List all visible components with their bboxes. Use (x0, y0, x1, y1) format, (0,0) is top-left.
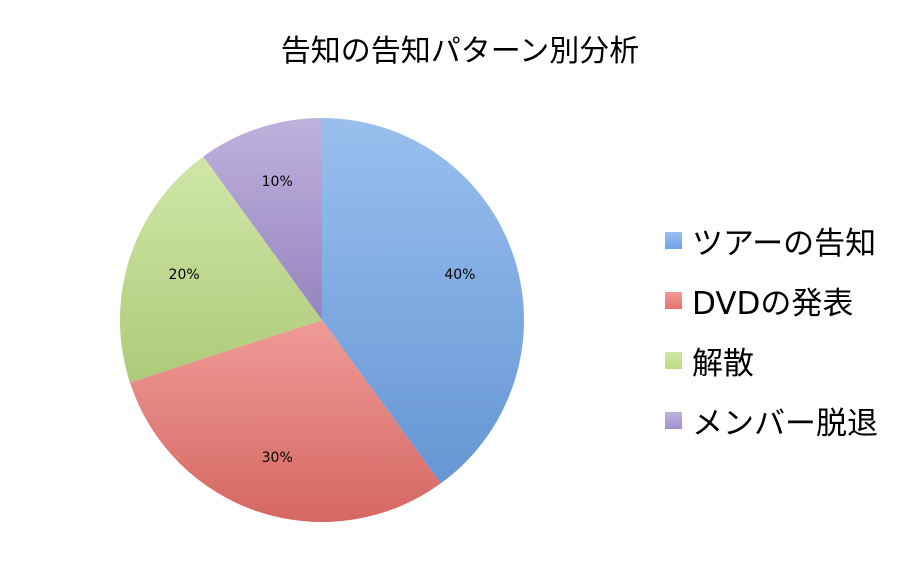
legend-item: メンバー脱退 (665, 390, 878, 450)
slice-label-3: 20% (169, 267, 200, 283)
legend-label: DVDの発表 (692, 285, 854, 322)
legend-swatch (665, 291, 682, 309)
legend-label: ツアーの告知 (692, 225, 877, 262)
pie-slice-4 (203, 118, 322, 320)
slice-label-2: 30% (262, 450, 293, 466)
legend-swatch (665, 231, 682, 249)
legend: ツアーの告知 DVDの発表 解散メンバー脱退 (665, 210, 878, 450)
legend-item: ツアーの告知 (665, 210, 878, 270)
legend-label: 解散 (692, 345, 754, 382)
legend-swatch (665, 411, 682, 429)
slice-label-4: 10% (262, 174, 293, 190)
legend-item: DVDの発表 (665, 270, 878, 330)
slice-label-1: 40% (444, 267, 475, 283)
pie-slice-2 (129, 320, 441, 522)
legend-label: メンバー脱退 (692, 405, 878, 442)
legend-item: 解散 (665, 330, 878, 390)
legend-swatch (665, 351, 682, 369)
pie-slice-1 (322, 118, 524, 484)
chart-title: 告知の告知パターン別分析 (280, 34, 640, 69)
pie-slice-3 (119, 156, 322, 383)
